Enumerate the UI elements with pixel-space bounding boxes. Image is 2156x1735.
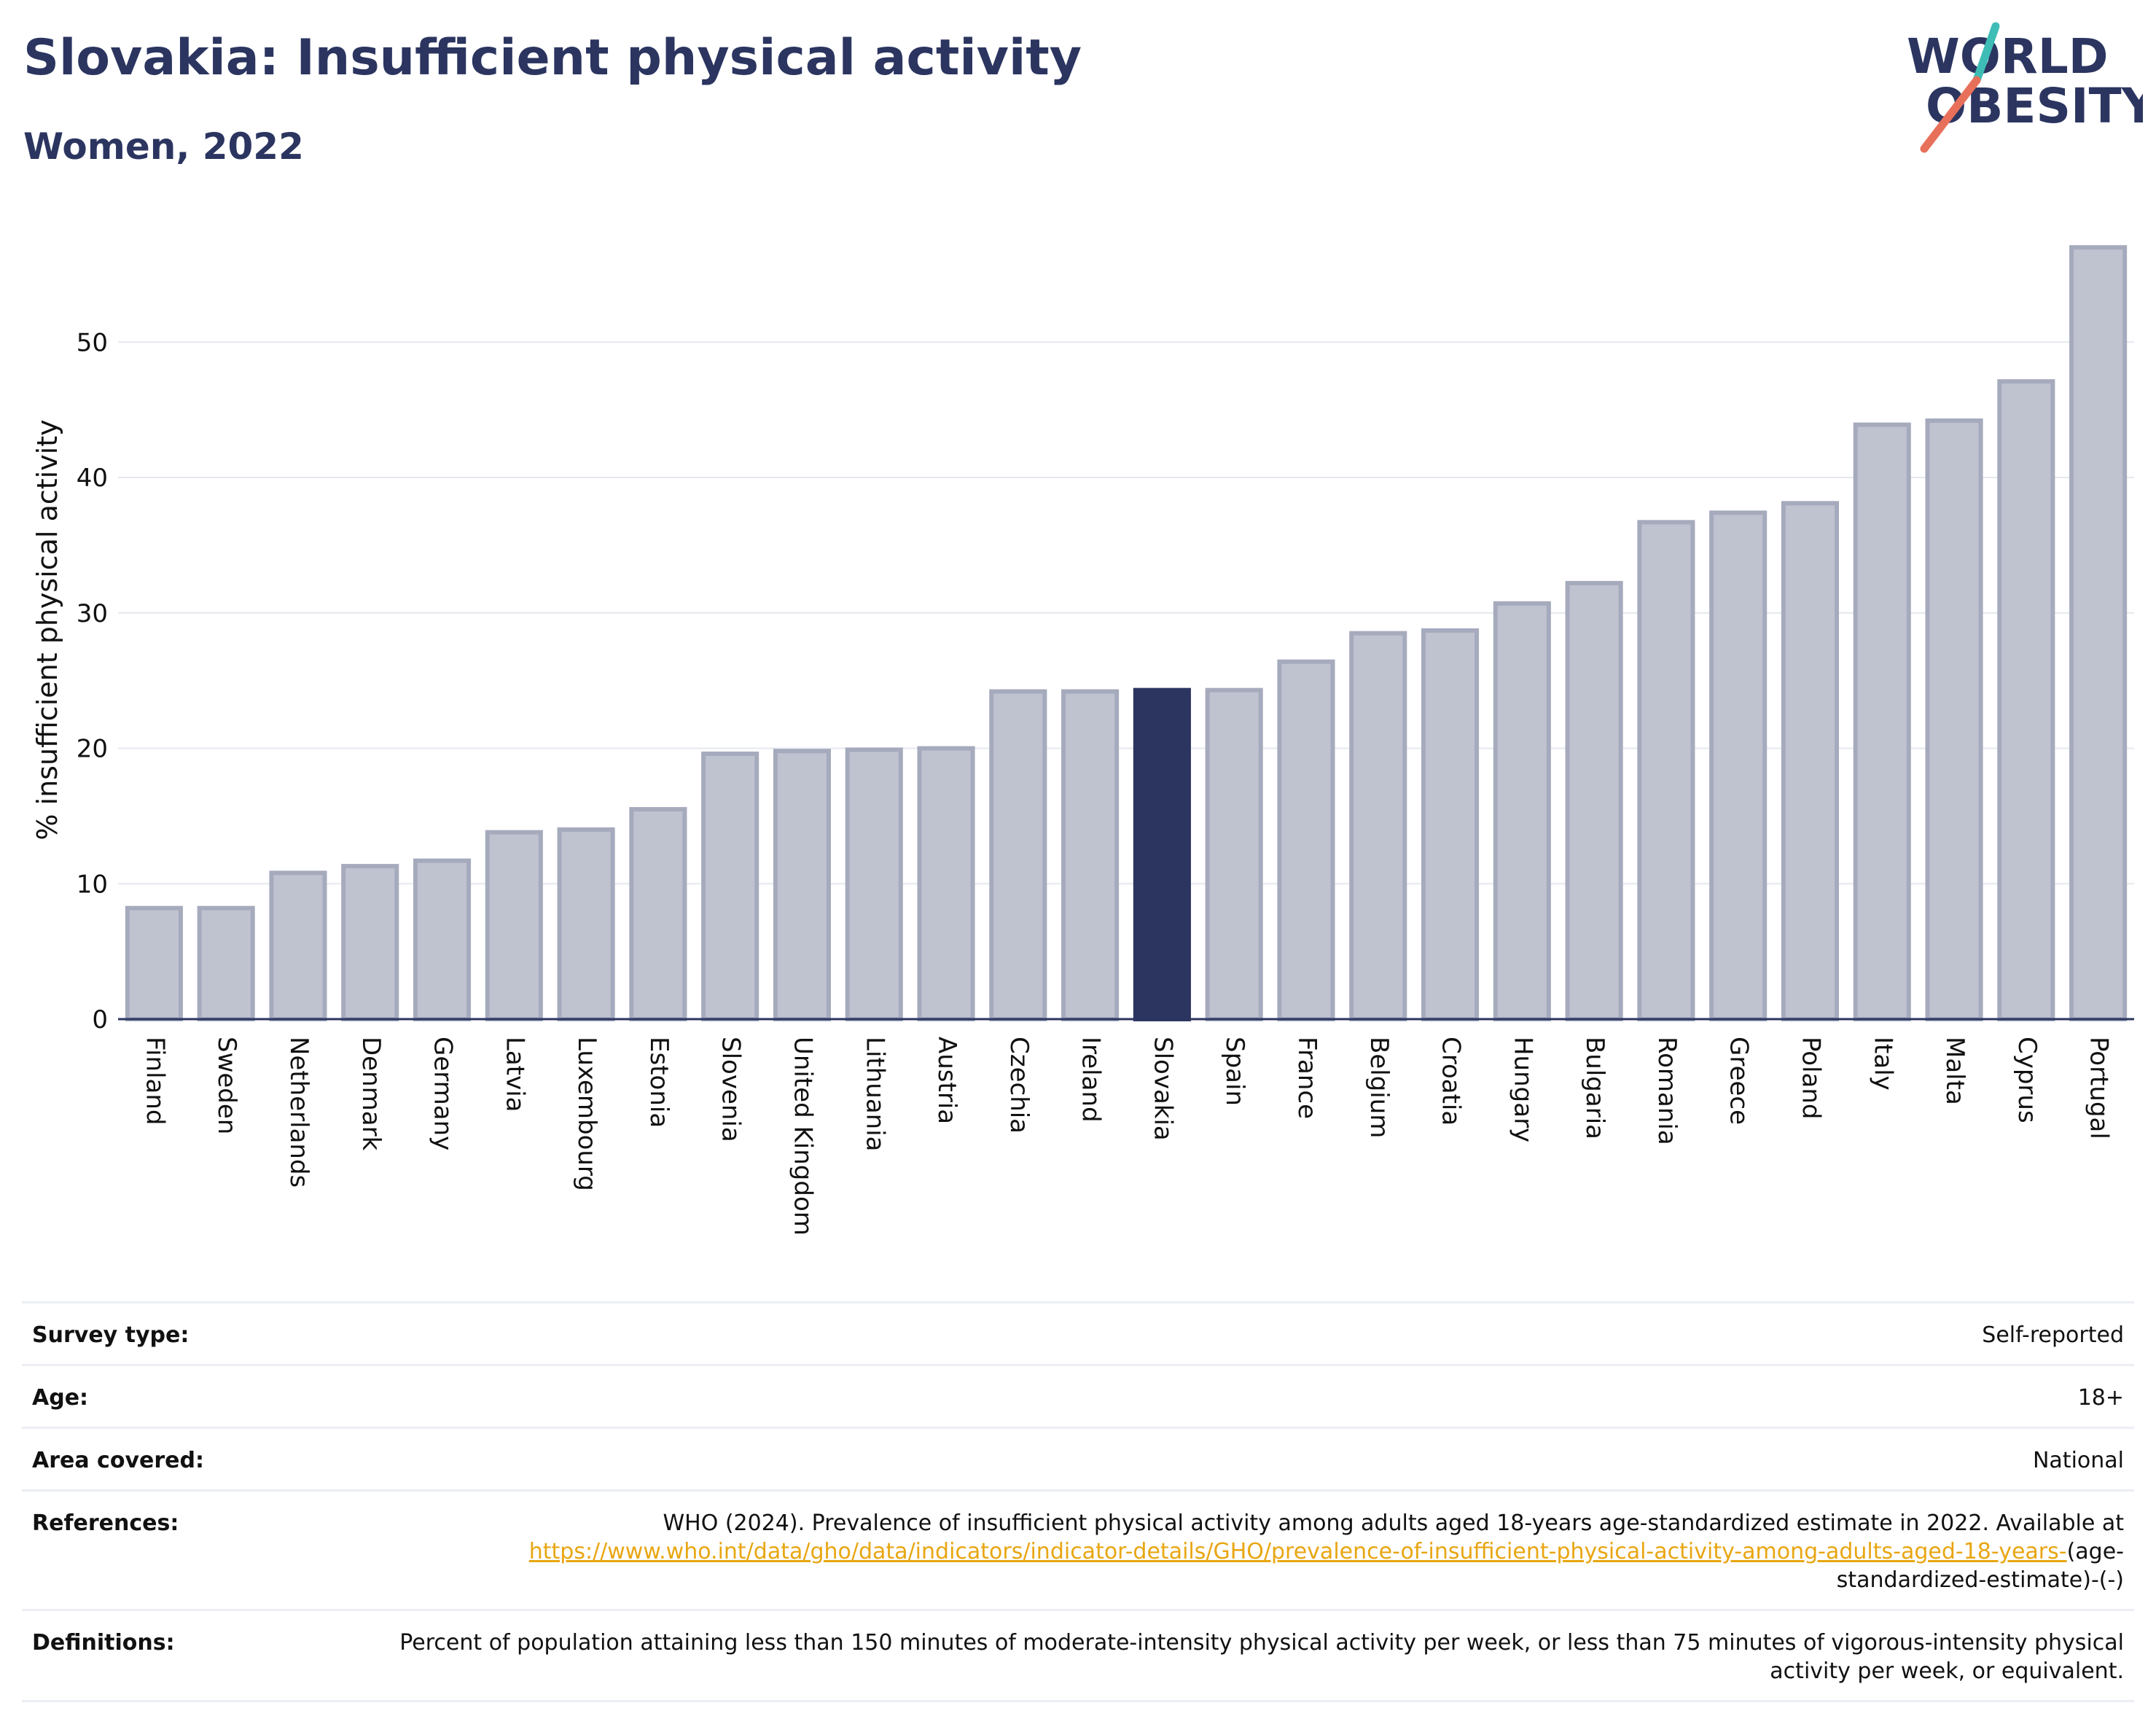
x-tick-label: Estonia	[644, 1037, 673, 1128]
bar-netherlands	[269, 870, 327, 1021]
y-tick-label: 10	[77, 870, 108, 899]
x-tick-label: Netherlands	[284, 1037, 313, 1188]
x-tick-label: Greece	[1725, 1037, 1754, 1125]
bar-united-kingdom	[773, 749, 832, 1022]
bar-finland	[125, 905, 183, 1022]
references-value: WHO (2024). Prevalence of insufficient p…	[378, 1491, 2134, 1610]
y-tick-label: 50	[77, 328, 108, 357]
x-tick-label: Bulgaria	[1580, 1037, 1609, 1139]
info-value: National	[2032, 1448, 2124, 1473]
x-tick-label: Cyprus	[2012, 1037, 2042, 1123]
info-row-survey-type: Survey type: Self-reported	[22, 1302, 2134, 1365]
info-value: 18+	[2077, 1385, 2124, 1411]
info-key: Survey type:	[32, 1322, 190, 1348]
bar-chart: 0 10 20 30 40 50 Finland Sweden Netherlands Denm…	[31, 245, 2134, 1236]
bar-latvia	[485, 830, 543, 1022]
x-tick-label: Finland	[140, 1037, 169, 1126]
logo-line1: WORLD	[1907, 28, 2109, 85]
x-tick-label: Luxembourg	[572, 1037, 601, 1191]
info-value: Self-reported	[1982, 1322, 2124, 1348]
bar-austria	[917, 746, 975, 1021]
bar-spain	[1205, 687, 1263, 1022]
bar-malta	[1925, 418, 1983, 1021]
bar-portugal	[2069, 245, 2128, 1021]
x-tick-label: Lithuania	[860, 1037, 889, 1151]
bar-estonia	[629, 807, 687, 1022]
bar-ireland	[1061, 689, 1120, 1021]
bar-greece	[1709, 510, 1768, 1021]
bar-romania	[1637, 520, 1695, 1021]
x-tick-label: Hungary	[1508, 1037, 1537, 1142]
info-table: Survey type: Self-reported Age: 18+ Area…	[22, 1301, 2134, 1702]
x-tick-label: Belgium	[1364, 1037, 1394, 1138]
y-tick-labels: 0 10 20 30 40 50	[77, 328, 108, 1034]
x-tick-label: Slovenia	[716, 1037, 746, 1142]
info-key: Definitions:	[32, 1630, 175, 1656]
info-key: Area covered:	[32, 1448, 204, 1473]
bar-belgium	[1349, 631, 1407, 1021]
x-tick-label: Germany	[429, 1037, 458, 1150]
page-subtitle: Women, 2022	[23, 125, 304, 168]
bar-poland	[1781, 501, 1840, 1021]
bar-bulgaria	[1565, 580, 1623, 1021]
bar-italy	[1853, 422, 1911, 1021]
y-axis-title: % insufficient physical activity	[31, 419, 63, 840]
bar-croatia	[1421, 628, 1480, 1021]
x-tick-labels: Finland Sweden Netherlands Denmark Germany La…	[140, 1037, 2113, 1236]
page-title: Slovakia: Insufficient physical activity	[23, 29, 1082, 87]
world-obesity-logo: WORLD OBESITY	[1907, 22, 2143, 153]
x-tick-label: Ireland	[1077, 1037, 1106, 1123]
info-row-references: References: WHO (2024). Prevalence of in…	[22, 1490, 2134, 1610]
info-row-age: Age: 18+	[22, 1365, 2134, 1428]
x-tick-label: Sweden	[212, 1037, 241, 1134]
bar-slovenia	[701, 751, 759, 1021]
x-tick-label: United Kingdom	[788, 1037, 817, 1236]
y-tick-label: 40	[77, 464, 108, 493]
x-tick-label: Denmark	[356, 1037, 386, 1151]
y-tick-label: 20	[77, 735, 108, 764]
x-tick-label: Latvia	[500, 1037, 529, 1112]
references-link[interactable]: https://www.who.int/data/gho/data/indica…	[528, 1539, 2067, 1564]
bar-lithuania	[845, 747, 903, 1022]
bar-luxembourg	[557, 827, 615, 1021]
y-tick-label: 0	[92, 1005, 108, 1034]
bar-cyprus	[1997, 379, 2055, 1021]
x-tick-label: Malta	[1940, 1037, 1969, 1105]
bar-slovakia	[1133, 687, 1191, 1022]
info-row-area-covered: Area covered: National	[22, 1427, 2134, 1491]
x-tick-label: Romania	[1652, 1037, 1682, 1145]
x-tick-label: Italy	[1868, 1037, 1897, 1091]
x-tick-label: Portugal	[2085, 1037, 2114, 1139]
logo-slash-coral	[1920, 76, 1981, 153]
bar-hungary	[1493, 601, 1551, 1021]
x-tick-label: Czechia	[1004, 1037, 1034, 1134]
x-tick-label: Slovakia	[1148, 1037, 1177, 1141]
x-tick-label: Austria	[932, 1037, 961, 1124]
references-suffix: (age-standardized-estimate)-(-)	[1836, 1539, 2124, 1593]
bar-germany	[413, 858, 472, 1021]
y-tick-label: 30	[77, 599, 108, 628]
info-value: Percent of population attaining less tha…	[399, 1630, 2124, 1684]
x-tick-label: Poland	[1796, 1037, 1825, 1120]
info-key: References:	[32, 1510, 179, 1536]
x-tick-label: France	[1292, 1037, 1321, 1119]
bar-sweden	[197, 905, 255, 1022]
bar-czechia	[989, 689, 1047, 1021]
info-key: Age:	[32, 1385, 89, 1411]
x-tick-label: Croatia	[1437, 1037, 1466, 1126]
logo-slash-teal	[1972, 22, 2000, 85]
bar-france	[1277, 659, 1335, 1021]
bar-denmark	[341, 864, 399, 1021]
x-tick-label: Spain	[1220, 1037, 1249, 1106]
info-row-definitions: Definitions: Percent of population attai…	[22, 1610, 2134, 1701]
references-text: WHO (2024). Prevalence of insufficient p…	[663, 1510, 2124, 1536]
bars	[125, 245, 2128, 1022]
